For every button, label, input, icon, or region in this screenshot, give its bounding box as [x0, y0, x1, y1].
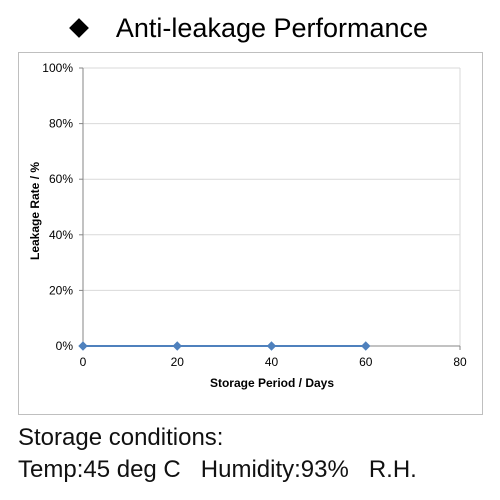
- y-tick-label: 80%: [49, 117, 73, 131]
- y-tick-label: 40%: [49, 228, 73, 242]
- data-point-marker: [78, 341, 88, 351]
- y-tick-label: 0%: [56, 339, 74, 353]
- data-point-marker: [361, 341, 371, 351]
- x-tick-label: 80: [453, 355, 467, 369]
- tick-labels: 0% 20% 40% 60% 80% 100% 0 20 40 60 80: [42, 61, 467, 369]
- y-axis-label: Leakage Rate / %: [28, 162, 42, 260]
- diamond-icon: [69, 18, 89, 38]
- y-tick-label: 60%: [49, 172, 73, 186]
- axes: [79, 67, 461, 350]
- line-chart: 0% 20% 40% 60% 80% 100% 0 20 40 60 80 Storage Peri…: [28, 61, 467, 390]
- x-tick-label: 0: [80, 355, 87, 369]
- data-point-marker: [266, 341, 277, 351]
- grid-lines: [83, 67, 461, 346]
- y-tick-label: 20%: [49, 283, 73, 297]
- y-tick-label: 100%: [42, 61, 73, 75]
- x-tick-label: 60: [359, 355, 373, 369]
- storage-conditions-heading: Storage conditions:: [18, 424, 224, 451]
- chart-heading: Anti-leakage Performance: [0, 10, 500, 46]
- x-tick-label: 20: [171, 355, 185, 369]
- x-tick-label: 40: [265, 355, 279, 369]
- chart-frame: 0% 20% 40% 60% 80% 100% 0 20 40 60 80 Storage Peri…: [18, 52, 483, 415]
- storage-conditions-values: Temp:45 deg C Humidity:93% R.H.: [18, 456, 417, 483]
- x-axis-label: Storage Period / Days: [210, 376, 334, 390]
- series-layer: [78, 341, 371, 351]
- page-title: Anti-leakage Performance: [115, 12, 429, 43]
- data-point-marker: [172, 341, 182, 351]
